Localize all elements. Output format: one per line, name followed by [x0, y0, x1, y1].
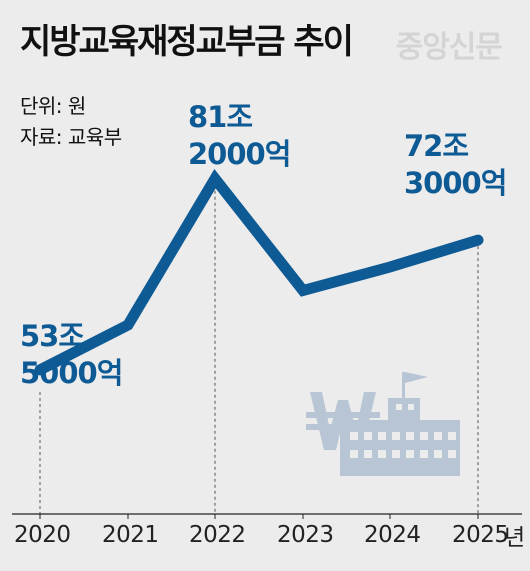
x-tick-label-2020: 2020 — [14, 522, 71, 548]
x-axis-ticks — [39, 514, 479, 519]
x-tick-label-2024: 2024 — [364, 522, 421, 548]
x-tick-label-2021: 2021 — [102, 522, 159, 548]
x-axis-unit: 년 — [504, 525, 526, 551]
guide-lines — [39, 178, 479, 514]
publisher-watermark: 중앙신문 — [395, 30, 503, 65]
data-label-2025: 72조 3000억 — [404, 128, 507, 202]
x-tick-label-2022: 2022 — [189, 522, 246, 548]
data-label-2022-line2: 2000억 — [188, 137, 291, 171]
unit-key: 단위: — [20, 94, 63, 118]
data-label-2020: 53조 5000억 — [20, 318, 123, 392]
source-value: 교육부 — [67, 125, 122, 149]
data-label-2022: 81조 2000억 — [188, 99, 291, 173]
data-label-2025-line2: 3000억 — [404, 166, 507, 200]
unit-value: 원 — [67, 94, 86, 118]
source-note: 자료: 교육부 — [20, 121, 122, 150]
series-line — [34, 169, 484, 376]
won-school-building-icon — [306, 372, 460, 476]
unit-note: 단위: 원 — [20, 90, 86, 119]
data-label-2020-line2: 5000억 — [20, 356, 123, 390]
chart-title: 지방교육재정교부금 추이 — [20, 22, 354, 62]
x-tick-label-2023: 2023 — [277, 522, 334, 548]
data-label-2025-line1: 72조 — [404, 129, 469, 163]
x-tick-label-2025: 2025 — [452, 522, 509, 548]
data-label-2022-line1: 81조 — [188, 100, 253, 134]
source-key: 자료: — [20, 125, 63, 149]
data-label-2020-line1: 53조 — [20, 319, 85, 353]
building-windows — [350, 404, 456, 458]
